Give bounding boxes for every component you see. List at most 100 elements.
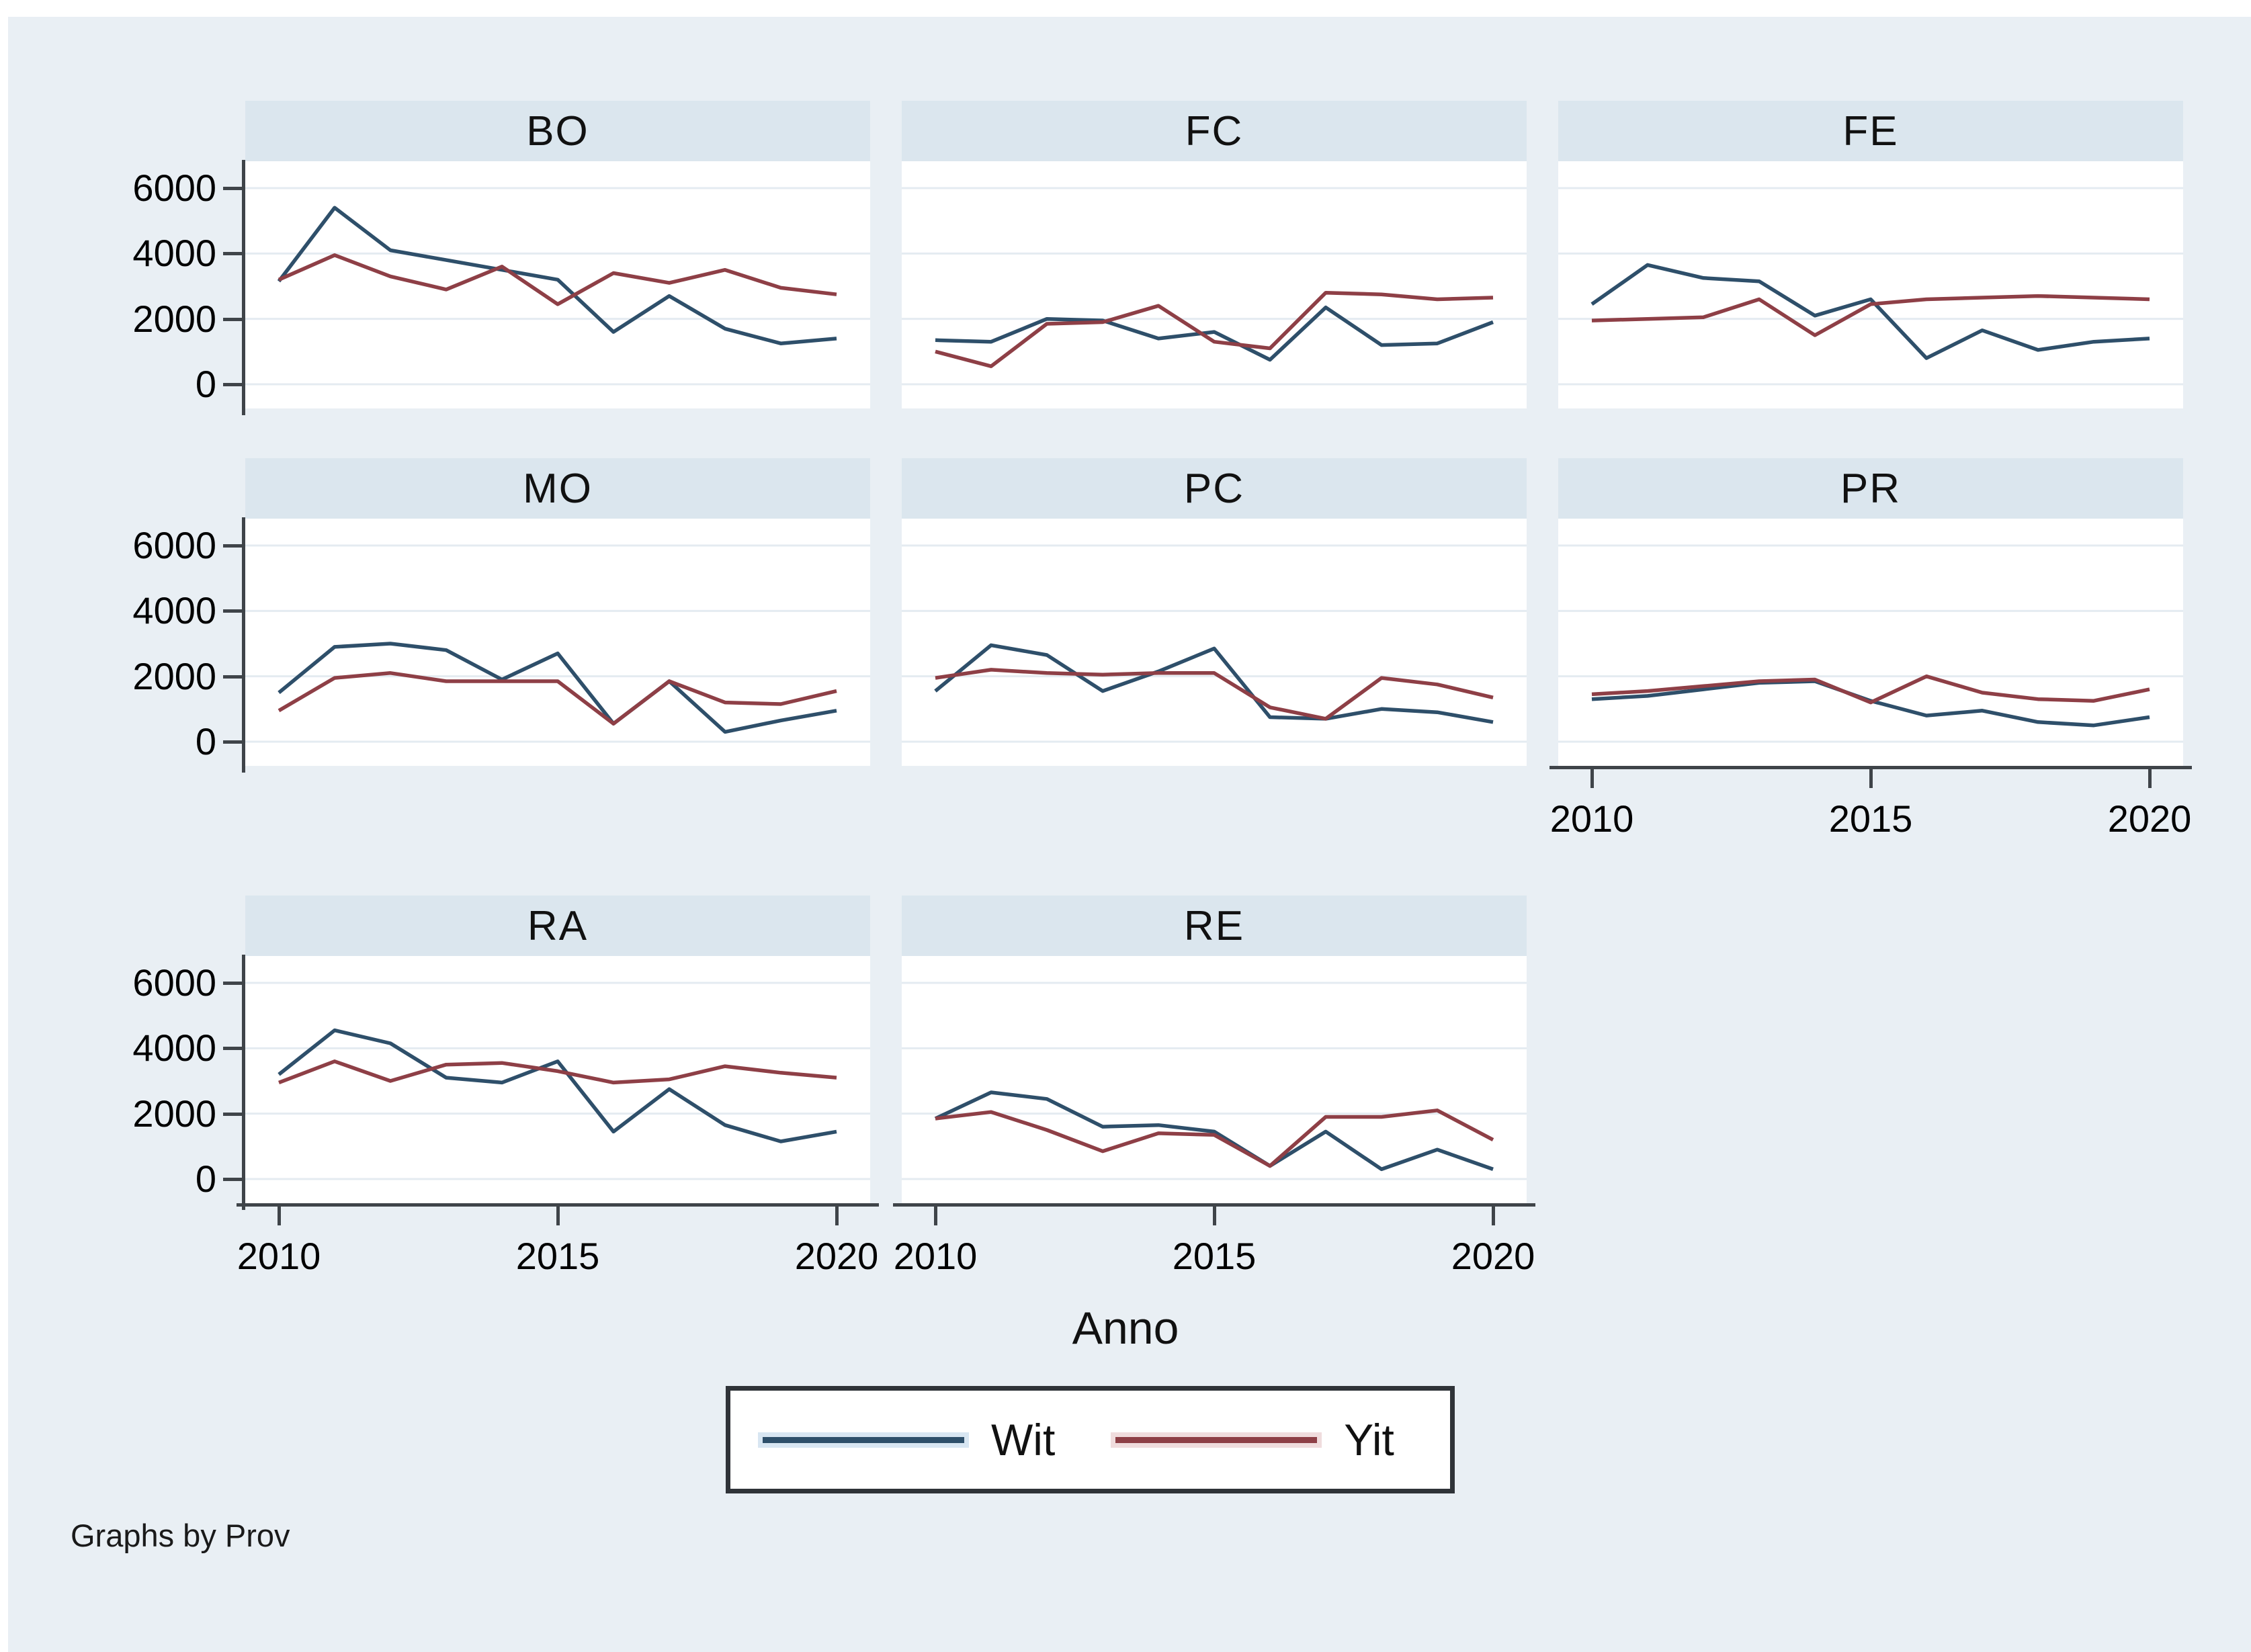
yit-series-line bbox=[935, 290, 1494, 368]
panel-title-bar: PC bbox=[902, 458, 1527, 519]
panel-title-bar: PR bbox=[1558, 458, 2183, 519]
y-axis-row-3: 0 2000 4000 6000 bbox=[0, 955, 245, 1211]
plot-svg bbox=[245, 187, 870, 386]
x-tick-label: 2015 bbox=[1172, 1235, 1257, 1277]
y-tick-mark bbox=[223, 252, 242, 256]
panel-title: FC bbox=[1185, 107, 1244, 155]
y-tick-mark bbox=[223, 740, 242, 744]
panel-plot-area bbox=[1558, 161, 2183, 408]
x-tick-mark bbox=[1492, 1207, 1495, 1225]
y-axis-line bbox=[242, 160, 245, 415]
wit-series-line bbox=[1590, 263, 2150, 360]
x-tick-mark bbox=[556, 1207, 560, 1225]
graph-note: Graphs by Prov bbox=[71, 1518, 290, 1553]
plot-svg bbox=[902, 982, 1527, 1180]
y-tick-mark bbox=[223, 609, 242, 613]
wit-series-line bbox=[934, 643, 1494, 724]
panel-title-bar: FC bbox=[902, 101, 1527, 161]
plot-svg bbox=[245, 982, 870, 1180]
x-axis-re: 2010 2015 2020 bbox=[893, 1203, 1538, 1291]
panel-title-bar: MO bbox=[245, 458, 870, 519]
plot-svg bbox=[1558, 544, 2183, 743]
y-tick-label: 2000 bbox=[132, 297, 216, 340]
yit-series-line bbox=[1591, 294, 2150, 337]
y-axis-row-1: 0 2000 4000 6000 bbox=[0, 160, 245, 417]
yit-series-line bbox=[278, 253, 837, 306]
panel-title-bar: BO bbox=[245, 101, 870, 161]
y-tick-label: 0 bbox=[195, 1158, 216, 1200]
x-axis-line bbox=[893, 1203, 1535, 1207]
panel-plot-area bbox=[245, 161, 870, 408]
y-tick-label: 6000 bbox=[132, 961, 216, 1004]
x-axis-line bbox=[1549, 766, 2192, 769]
wit-legend-line bbox=[763, 1436, 964, 1443]
x-tick-label: 2020 bbox=[794, 1235, 879, 1277]
panel-plot-area bbox=[902, 519, 1527, 766]
panel-title: MO bbox=[523, 465, 593, 512]
panel-title: PR bbox=[1840, 465, 1902, 512]
x-tick-label: 2020 bbox=[1451, 1235, 1535, 1277]
yit-series-line bbox=[278, 1059, 837, 1085]
panel-plot-area bbox=[245, 519, 870, 766]
wit-series-line bbox=[935, 305, 1494, 362]
x-tick-label: 2015 bbox=[515, 1235, 600, 1277]
y-tick-mark bbox=[223, 187, 242, 190]
panel-plot-area bbox=[902, 161, 1527, 408]
panel-title: FE bbox=[1842, 107, 1899, 155]
x-tick-mark bbox=[1869, 769, 1873, 788]
x-tick-mark bbox=[1213, 1207, 1216, 1225]
y-axis-line bbox=[242, 517, 245, 773]
yit-legend-line bbox=[1115, 1436, 1318, 1443]
plot-svg bbox=[245, 544, 870, 743]
y-tick-label: 0 bbox=[195, 720, 216, 763]
x-tick-label: 2010 bbox=[1549, 797, 1634, 840]
panel-title-bar: RE bbox=[902, 896, 1527, 956]
yit-legend-label: Yit bbox=[1344, 1415, 1394, 1465]
x-axis-pr: 2010 2015 2020 bbox=[1549, 766, 2195, 853]
x-tick-label: 2020 bbox=[2107, 797, 2192, 840]
y-tick-label: 4000 bbox=[132, 1027, 216, 1070]
plot-svg bbox=[902, 544, 1527, 743]
panel-title-bar: FE bbox=[1558, 101, 2183, 161]
x-tick-mark bbox=[835, 1207, 839, 1225]
panel-plot-area bbox=[245, 956, 870, 1203]
wit-series-line bbox=[278, 642, 837, 734]
x-axis-ra: 2010 2015 2020 bbox=[237, 1203, 882, 1291]
x-tick-label: 2010 bbox=[237, 1235, 321, 1277]
wit-series-line bbox=[934, 1090, 1494, 1172]
y-tick-mark bbox=[223, 1112, 242, 1116]
x-tick-label: 2010 bbox=[893, 1235, 978, 1277]
y-tick-mark bbox=[223, 982, 242, 985]
x-axis-line bbox=[237, 1203, 879, 1207]
panel-plot-area bbox=[902, 956, 1527, 1203]
yit-series-line bbox=[1591, 674, 2150, 705]
y-tick-label: 4000 bbox=[132, 589, 216, 632]
y-axis-row-2: 0 2000 4000 6000 bbox=[0, 517, 245, 774]
panel-title: BO bbox=[526, 107, 589, 155]
panel-plot-area bbox=[1558, 519, 2183, 766]
y-tick-mark bbox=[223, 675, 242, 679]
panel-title-bar: RA bbox=[245, 896, 870, 956]
yit-series-line bbox=[935, 1108, 1494, 1168]
x-tick-mark bbox=[1590, 769, 1594, 788]
y-tick-mark bbox=[223, 544, 242, 548]
y-tick-mark bbox=[223, 317, 242, 321]
plot-svg bbox=[1558, 187, 2183, 386]
x-tick-mark bbox=[2148, 769, 2152, 788]
y-tick-mark bbox=[223, 383, 242, 386]
y-tick-mark bbox=[223, 1047, 242, 1051]
wit-legend-label: Wit bbox=[991, 1415, 1056, 1465]
y-tick-label: 4000 bbox=[132, 232, 216, 275]
yit-series-line bbox=[935, 668, 1494, 721]
x-axis-title: Anno bbox=[1072, 1303, 1179, 1354]
wit-series-line bbox=[278, 1028, 837, 1143]
yit-series-line bbox=[278, 671, 837, 726]
y-axis-line bbox=[242, 955, 245, 1210]
panel-title: RA bbox=[527, 902, 589, 949]
y-tick-label: 0 bbox=[195, 363, 216, 405]
x-tick-mark bbox=[278, 1207, 281, 1225]
panel-title: PC bbox=[1183, 465, 1245, 512]
plot-svg bbox=[902, 187, 1527, 386]
y-tick-label: 2000 bbox=[132, 654, 216, 697]
legend: Wit Yit bbox=[726, 1386, 1455, 1493]
